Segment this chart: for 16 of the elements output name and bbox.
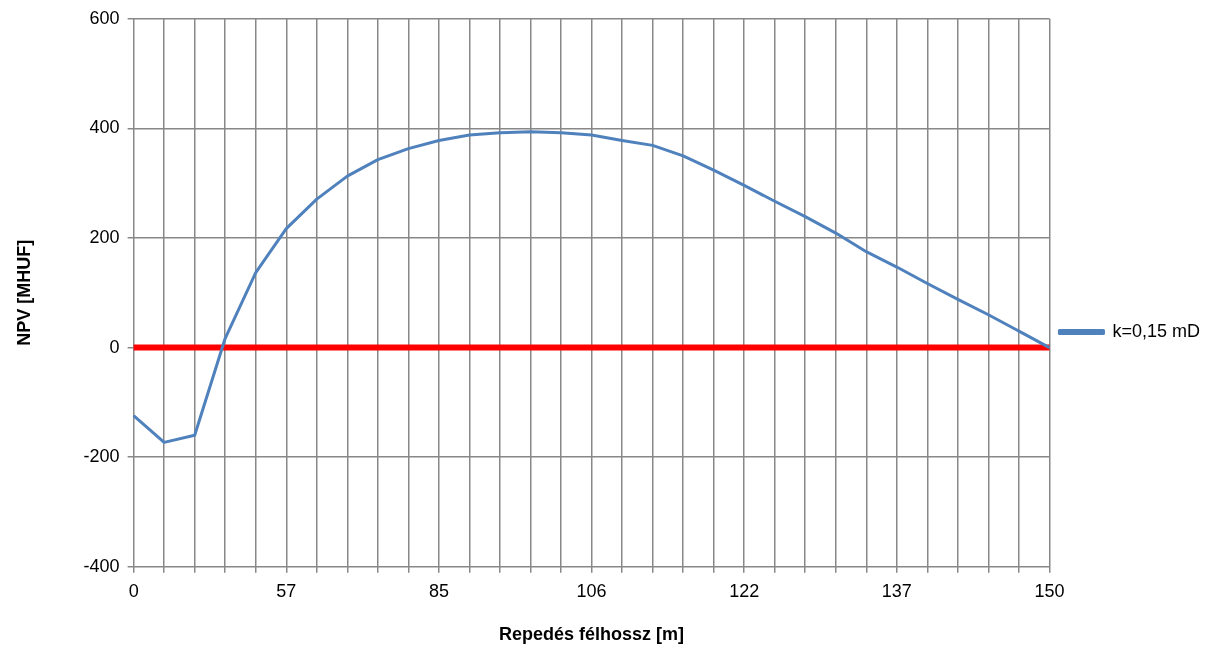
x-tick-label: 150 (1034, 580, 1065, 601)
y-tick-label: 200 (89, 226, 120, 247)
y-tick-label: 0 (109, 336, 120, 357)
y-tick-label: -200 (83, 446, 120, 467)
y-tick-label: 400 (89, 117, 120, 138)
y-tick-label: 600 (89, 7, 120, 28)
x-tick-label: 57 (276, 580, 297, 601)
y-tick-label: -400 (83, 555, 120, 576)
x-tick-label: 137 (881, 580, 912, 601)
legend-label: k=0,15 mD (1112, 320, 1201, 341)
y-axis-title: NPV [MHUF] (13, 239, 34, 346)
x-tick-label: 85 (428, 580, 449, 601)
x-axis-title: Repedés félhossz [m] (499, 624, 685, 645)
x-tick-label: 0 (128, 580, 139, 601)
x-tick-label: 122 (729, 580, 760, 601)
x-tick-label: 106 (576, 580, 607, 601)
